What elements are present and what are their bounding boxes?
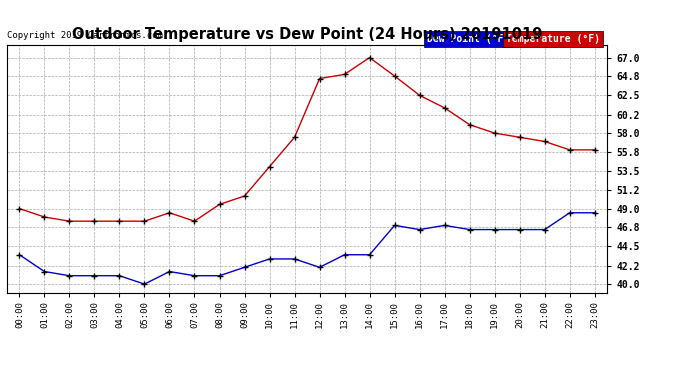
Text: Temperature (°F): Temperature (°F) <box>506 34 600 44</box>
Text: Copyright 2019 Cartronics.com: Copyright 2019 Cartronics.com <box>7 31 163 40</box>
Text: Dew Point (°F): Dew Point (°F) <box>426 34 509 44</box>
Title: Outdoor Temperature vs Dew Point (24 Hours) 20191019: Outdoor Temperature vs Dew Point (24 Hou… <box>72 27 542 42</box>
